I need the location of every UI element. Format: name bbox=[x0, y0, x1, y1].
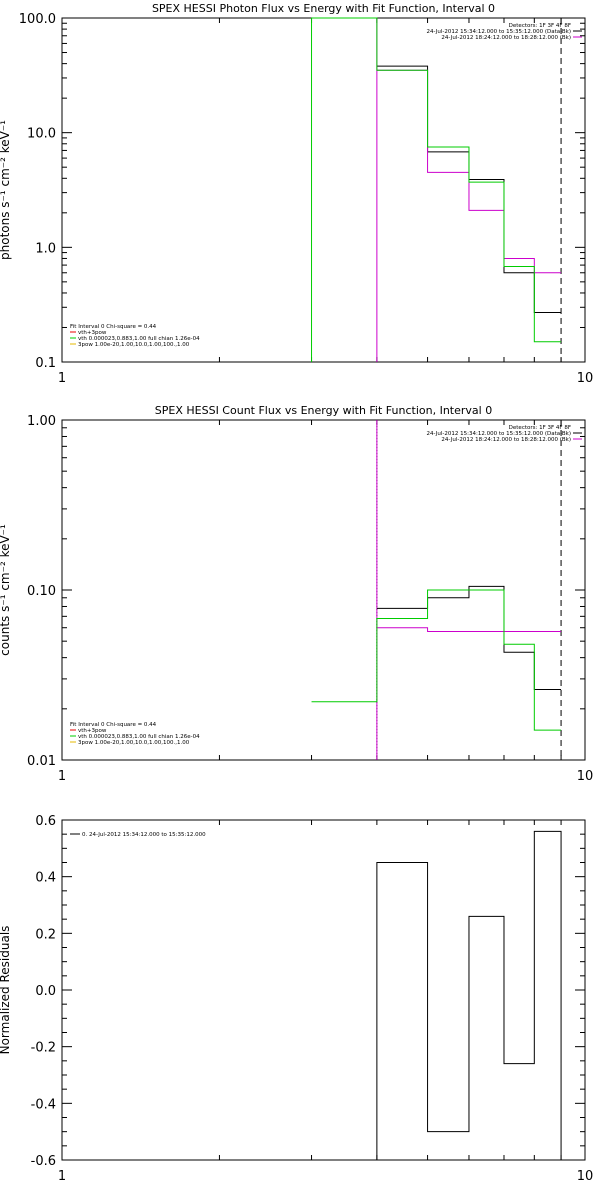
legend-title: Fit Interval 0 Chi-square = 0.44 bbox=[70, 722, 157, 728]
legend-entry: 3pow 1.00e-20,1.00,10.0,1.00,100.,1.00 bbox=[78, 740, 190, 746]
y-tick-label: 100.0 bbox=[19, 12, 56, 27]
chart-3: 1 10 -0.6 -0.4 -0.2 0.0 0.2 0.4 0.6 Normalized Re… bbox=[0, 814, 593, 1184]
x-tick-label: 10 bbox=[577, 769, 594, 784]
legend-entry: vth+3pow bbox=[78, 330, 107, 336]
legend-entry: vth 0.000023,0.883,1.00 full chian 1.26e… bbox=[78, 734, 200, 740]
series-step-line bbox=[376, 830, 562, 1160]
legend-entry: vth+3pow bbox=[78, 728, 107, 734]
x-tick-label: 10 bbox=[577, 371, 594, 386]
y-tick-label: 1.0 bbox=[35, 241, 56, 256]
detector-header-text: Detectors: 1F 3F 4F 8F bbox=[509, 23, 571, 29]
plot-frame bbox=[61, 17, 586, 363]
y-tick-label: -0.2 bbox=[31, 1041, 56, 1056]
chart-title: SPEX HESSI Photon Flux vs Energy with Fi… bbox=[152, 2, 495, 15]
y-tick-label: 0.4 bbox=[35, 871, 56, 886]
y-tick-label: 0.10 bbox=[27, 584, 56, 599]
y-axis-label: photons s⁻¹ cm⁻² keV⁻¹ bbox=[0, 120, 12, 260]
y-tick-label: 0.01 bbox=[27, 754, 56, 769]
x-tick-label: 10 bbox=[577, 1169, 594, 1184]
detector-header-text: 24-Jul-2012 15:34:12.000 to 15:35:12.000… bbox=[427, 29, 572, 35]
y-tick-label: -0.4 bbox=[31, 1097, 56, 1112]
chart-1: SPEX HESSI Photon Flux vs Energy with Fi… bbox=[0, 2, 593, 386]
legend-entry: vth 0.000023,0.883,1.00 full chian 1.26e… bbox=[78, 336, 200, 342]
y-tick-label: 0.1 bbox=[35, 356, 56, 371]
x-tick-label: 1 bbox=[58, 769, 66, 784]
detector-header-text: Detectors: 1F 3F 4F 8F bbox=[509, 425, 571, 431]
y-tick-label: -0.6 bbox=[31, 1154, 56, 1169]
plot-frame bbox=[61, 419, 586, 761]
y-tick-label: 0.2 bbox=[35, 927, 56, 942]
y-tick-label: 10.0 bbox=[27, 127, 56, 142]
y-axis-label: counts s⁻¹ cm⁻² keV⁻¹ bbox=[0, 524, 12, 656]
detector-header-text: 24-Jul-2012 18:24:12.000 to 18:28:12.000… bbox=[441, 35, 571, 41]
y-tick-label: 0.0 bbox=[35, 984, 56, 999]
detector-header-text: 24-Jul-2012 18:24:12.000 to 18:28:12.000… bbox=[441, 437, 571, 443]
series-step-line bbox=[311, 589, 562, 731]
legend-entry: 0. 24-Jul-2012 15:34:12.000 to 15:35:12.… bbox=[82, 832, 206, 838]
chart-title: SPEX HESSI Count Flux vs Energy with Fit… bbox=[155, 404, 492, 417]
legend-title: Fit Interval 0 Chi-square = 0.44 bbox=[70, 324, 157, 330]
y-tick-label: 1.00 bbox=[27, 414, 56, 429]
plot-frame bbox=[61, 819, 586, 1161]
detector-header-text: 24-Jul-2012 15:34:12.000 to 15:35:12.000… bbox=[427, 431, 572, 437]
series-step-line bbox=[376, 627, 562, 633]
x-tick-label: 1 bbox=[58, 1169, 66, 1184]
series-step-line bbox=[311, 17, 562, 343]
chart-2: SPEX HESSI Count Flux vs Energy with Fit… bbox=[0, 404, 593, 784]
legend-entry: 3pow 1.00e-20,1.00,10.0,1.00,100.,1.00 bbox=[78, 342, 190, 348]
y-axis-label: Normalized Residuals bbox=[0, 926, 12, 1055]
y-tick-label: 0.6 bbox=[35, 814, 56, 829]
x-tick-label: 1 bbox=[58, 371, 66, 386]
series-step-line bbox=[376, 585, 562, 690]
